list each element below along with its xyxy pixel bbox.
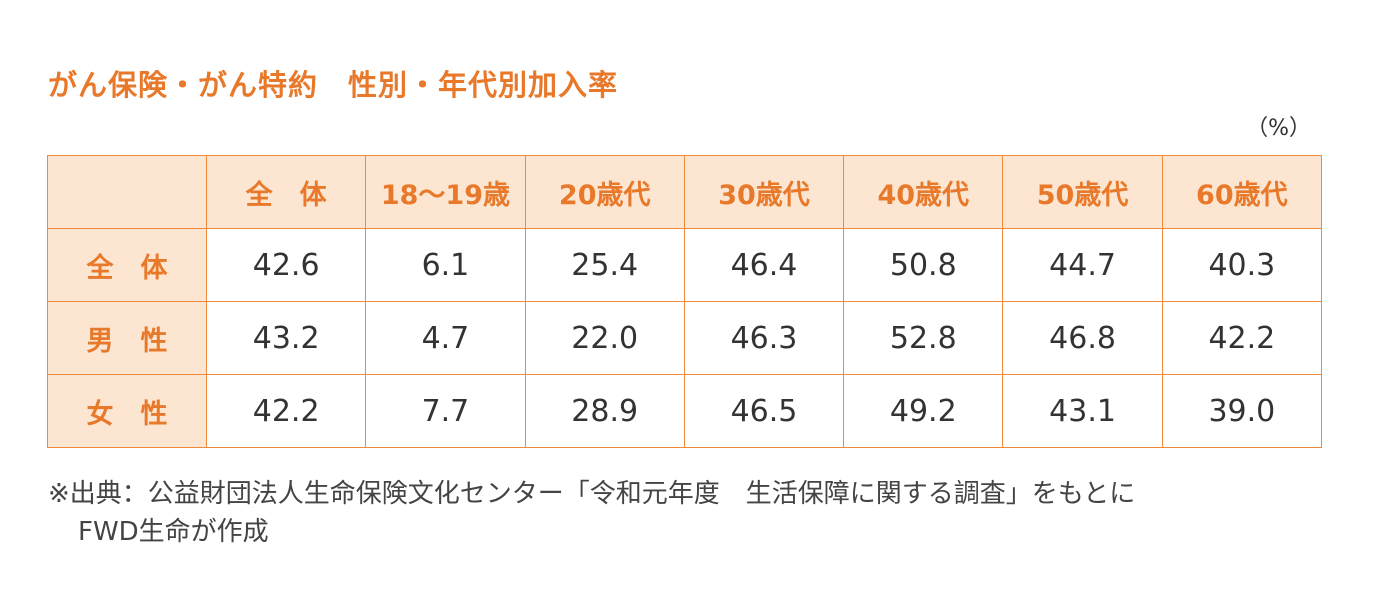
- column-header: 全 体: [205, 155, 367, 229]
- column-header: 60歳代: [1161, 155, 1323, 229]
- column-header: 40歳代: [843, 155, 1004, 229]
- data-cell: 40.3: [1161, 228, 1323, 302]
- column-header: 30歳代: [683, 155, 845, 229]
- source-note-line2: FWD生命が作成: [78, 517, 269, 547]
- data-cell: 49.2: [843, 374, 1004, 448]
- column-header: 20歳代: [524, 155, 685, 229]
- table-row: 男 性 43.2 4.7 22.0 46.3 52.8 46.8 42.2: [47, 301, 1323, 375]
- data-cell: 46.3: [683, 301, 845, 375]
- column-header: 18〜19歳: [365, 155, 526, 229]
- data-cell: 43.1: [1002, 374, 1163, 448]
- data-cell: 50.8: [843, 228, 1004, 302]
- header-row: 全 体 18〜19歳 20歳代 30歳代 40歳代 50歳代 60歳代: [47, 155, 1323, 229]
- row-header: 男 性: [47, 301, 207, 375]
- data-cell: 28.9: [524, 374, 685, 448]
- data-cell: 42.2: [205, 374, 367, 448]
- data-cell: 52.8: [843, 301, 1004, 375]
- data-table: 全 体 18〜19歳 20歳代 30歳代 40歳代 50歳代 60歳代 全 体 …: [47, 155, 1323, 448]
- unit-label: （%）: [1246, 116, 1311, 141]
- data-cell: 7.7: [365, 374, 526, 448]
- data-cell: 39.0: [1161, 374, 1323, 448]
- table-row: 全 体 42.6 6.1 25.4 46.4 50.8 44.7 40.3: [47, 228, 1323, 302]
- data-cell: 46.8: [1002, 301, 1163, 375]
- data-cell: 25.4: [524, 228, 685, 302]
- data-cell: 44.7: [1002, 228, 1163, 302]
- data-cell: 42.6: [205, 228, 367, 302]
- data-cell: 22.0: [524, 301, 685, 375]
- chart-title: がん保険・がん特約 性別・年代別加入率: [48, 68, 619, 102]
- source-note: ※出典：公益財団法人生命保険文化センター「令和元年度 生活保障に関する調査」をも…: [48, 475, 1135, 551]
- source-note-line1: ※出典：公益財団法人生命保険文化センター「令和元年度 生活保障に関する調査」をも…: [48, 479, 1136, 509]
- row-header: 女 性: [47, 374, 207, 448]
- table-row: 女 性 42.2 7.7 28.9 46.5 49.2 43.1 39.0: [47, 374, 1323, 448]
- data-cell: 46.5: [683, 374, 845, 448]
- data-cell: 6.1: [365, 228, 526, 302]
- column-header: 50歳代: [1002, 155, 1163, 229]
- row-header: 全 体: [47, 228, 207, 302]
- corner-cell: [47, 155, 207, 229]
- data-cell: 42.2: [1161, 301, 1323, 375]
- data-cell: 43.2: [205, 301, 367, 375]
- data-cell: 46.4: [683, 228, 845, 302]
- data-cell: 4.7: [365, 301, 526, 375]
